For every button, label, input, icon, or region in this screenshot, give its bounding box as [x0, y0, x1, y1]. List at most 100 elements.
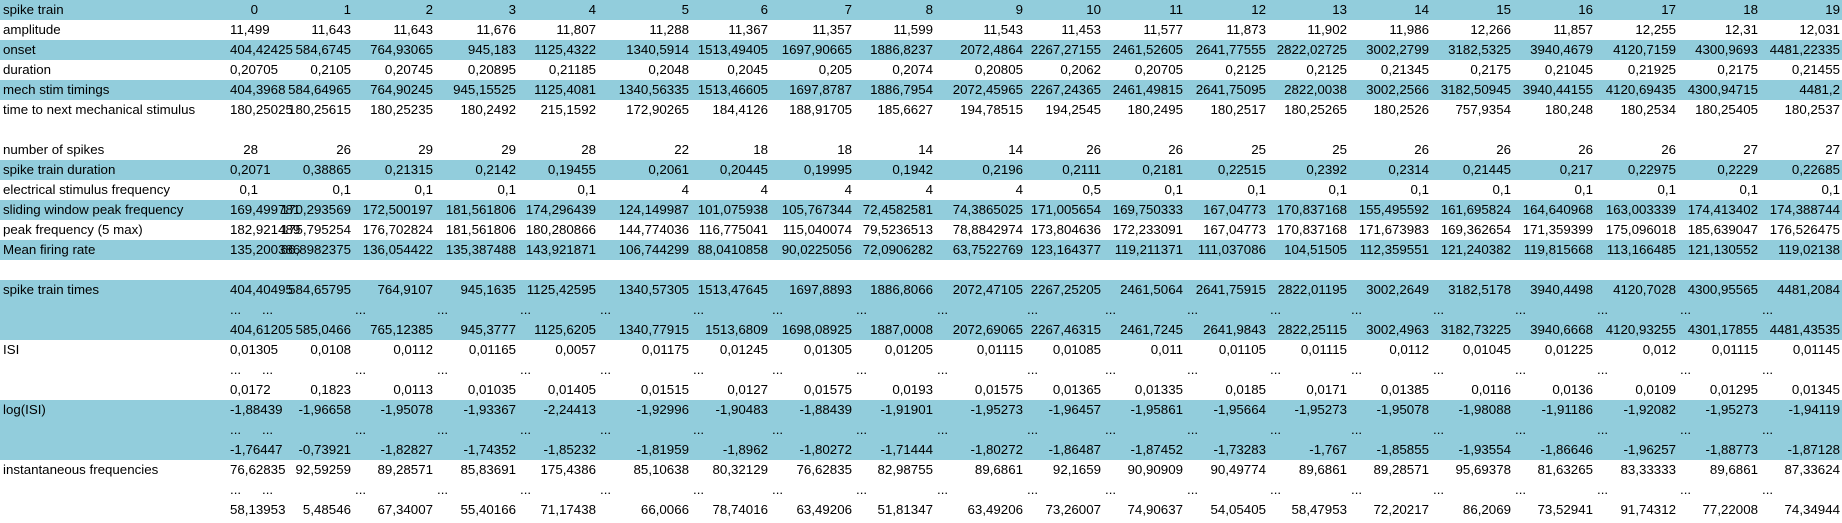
table-cell[interactable]: 22 — [674, 142, 689, 157]
table-cell[interactable]: -1,93554 — [1458, 442, 1512, 457]
ellipsis-cell[interactable]: ... — [1433, 422, 1445, 437]
ellipsis-cell[interactable]: ... — [437, 422, 449, 437]
row-label[interactable]: number of spikes — [3, 142, 105, 157]
table-cell[interactable]: 1697,90665 — [781, 42, 852, 57]
table-cell[interactable]: 3002,2649 — [1366, 282, 1429, 297]
table-cell[interactable]: 764,9107 — [377, 282, 433, 297]
table-cell[interactable]: 1125,4081 — [534, 82, 596, 97]
table-cell[interactable]: 2641,75095 — [1195, 82, 1266, 97]
ellipsis-cell[interactable]: ... — [1762, 362, 1774, 377]
table-cell[interactable]: -2,24413 — [543, 402, 597, 417]
table-cell[interactable]: 5 — [681, 2, 689, 17]
table-cell[interactable]: 11,857 — [1553, 22, 1593, 37]
ellipsis-cell[interactable]: ... — [230, 422, 242, 437]
table-cell[interactable]: 15 — [1496, 2, 1511, 17]
ellipsis-cell[interactable]: ... — [262, 422, 274, 437]
ellipsis-cell[interactable]: ... — [1351, 482, 1363, 497]
table-cell[interactable]: 0,1823 — [310, 382, 351, 397]
table-cell[interactable]: 3940,6668 — [1530, 322, 1593, 337]
table-cell[interactable]: 74,3865025 — [952, 202, 1023, 217]
table-cell[interactable]: 26 — [1578, 142, 1593, 157]
ellipsis-cell[interactable]: ... — [772, 482, 784, 497]
table-cell[interactable]: 180,2534 — [1620, 102, 1676, 117]
table-cell[interactable]: 0,01345 — [1791, 382, 1840, 397]
table-cell[interactable]: 404,42425 — [230, 42, 293, 57]
table-cell[interactable]: 4300,9693 — [1695, 42, 1758, 57]
table-cell[interactable]: 188,91705 — [789, 102, 852, 117]
table-cell[interactable]: 28 — [581, 142, 596, 157]
table-cell[interactable]: 0,2175 — [1717, 62, 1758, 77]
table-cell[interactable]: 2822,02725 — [1276, 42, 1347, 57]
ellipsis-cell[interactable]: ... — [937, 422, 949, 437]
table-cell[interactable]: 101,075938 — [697, 202, 768, 217]
table-cell[interactable]: 2461,49815 — [1112, 82, 1183, 97]
table-cell[interactable]: 80,32129 — [712, 462, 768, 477]
table-cell[interactable]: 4481,22335 — [1769, 42, 1840, 57]
ellipsis-cell[interactable]: ... — [1597, 422, 1609, 437]
table-cell[interactable]: 0,2071 — [230, 162, 271, 177]
table-cell[interactable]: 72,4582581 — [862, 202, 933, 217]
ellipsis-cell[interactable]: ... — [1270, 422, 1282, 437]
table-cell[interactable]: -1,94119 — [1788, 402, 1840, 417]
table-cell[interactable]: -1,86646 — [1540, 442, 1594, 457]
table-cell[interactable]: 2267,46315 — [1030, 322, 1101, 337]
table-cell[interactable]: 27 — [1743, 142, 1758, 157]
table-cell[interactable]: 404,61205 — [230, 322, 293, 337]
ellipsis-cell[interactable]: ... — [262, 482, 274, 497]
table-cell[interactable]: 0,38865 — [302, 162, 351, 177]
table-cell[interactable]: 25 — [1251, 142, 1266, 157]
table-cell[interactable]: 26 — [1168, 142, 1183, 157]
table-cell[interactable]: 13 — [1332, 2, 1347, 17]
table-cell[interactable]: 0,01045 — [1462, 342, 1511, 357]
row-label[interactable]: spike train — [3, 2, 64, 17]
ellipsis-cell[interactable]: ... — [1351, 422, 1363, 437]
table-cell[interactable]: 72,20217 — [1373, 502, 1429, 517]
table-cell[interactable]: 1513,47645 — [697, 282, 768, 297]
ellipsis-cell[interactable]: ... — [355, 422, 367, 437]
table-cell[interactable]: 0,2181 — [1142, 162, 1183, 177]
table-cell[interactable]: 11,873 — [1226, 22, 1266, 37]
table-cell[interactable]: 0,21345 — [1380, 62, 1429, 77]
table-cell[interactable]: -1,95273 — [970, 402, 1024, 417]
table-cell[interactable]: 26 — [336, 142, 351, 157]
table-cell[interactable]: 89,28571 — [1373, 462, 1429, 477]
table-cell[interactable]: 173,804636 — [1030, 222, 1101, 237]
table-cell[interactable]: 1125,4322 — [534, 42, 596, 57]
table-cell[interactable]: 11 — [1169, 2, 1183, 17]
table-cell[interactable]: 88,0410858 — [697, 242, 768, 257]
table-cell[interactable]: -1,74352 — [463, 442, 517, 457]
table-cell[interactable]: 0,0113 — [393, 382, 433, 397]
table-cell[interactable]: 0,2061 — [648, 162, 689, 177]
table-cell[interactable]: -1,8962 — [722, 442, 768, 457]
table-cell[interactable]: 90,49774 — [1210, 462, 1266, 477]
table-cell[interactable]: 0,01305 — [803, 342, 852, 357]
ellipsis-cell[interactable]: ... — [693, 362, 705, 377]
table-cell[interactable]: -1,93367 — [463, 402, 517, 417]
table-cell[interactable]: 1513,6809 — [705, 322, 768, 337]
table-cell[interactable]: 2072,4864 — [960, 42, 1023, 57]
row-label[interactable]: mech stim timings — [3, 82, 110, 97]
table-cell[interactable]: -0,73921 — [298, 442, 352, 457]
table-cell[interactable]: -1,92996 — [636, 402, 690, 417]
ellipsis-cell[interactable]: ... — [1027, 362, 1039, 377]
table-cell[interactable]: 0,20805 — [974, 62, 1023, 77]
table-cell[interactable]: 0,0116 — [1471, 382, 1511, 397]
row-label[interactable]: ISI — [3, 342, 20, 357]
row-label[interactable]: duration — [3, 62, 52, 77]
ellipsis-cell[interactable]: ... — [693, 482, 705, 497]
table-cell[interactable]: 4 — [760, 182, 768, 197]
table-cell[interactable]: 765,12385 — [370, 322, 433, 337]
ellipsis-cell[interactable]: ... — [437, 362, 449, 377]
table-cell[interactable]: 180,280866 — [525, 222, 596, 237]
ellipsis-cell[interactable]: ... — [230, 302, 242, 317]
table-cell[interactable]: -1,82827 — [380, 442, 434, 457]
table-cell[interactable]: 0,2074 — [892, 62, 933, 77]
table-cell[interactable]: 4481,2 — [1799, 82, 1840, 97]
ellipsis-cell[interactable]: ... — [1270, 302, 1282, 317]
ellipsis-cell[interactable]: ... — [355, 302, 367, 317]
table-cell[interactable]: 66,8982375 — [280, 242, 351, 257]
table-cell[interactable]: 89,6861 — [1298, 462, 1347, 477]
table-cell[interactable]: 172,90265 — [626, 102, 689, 117]
table-cell[interactable]: -1,88439 — [799, 402, 853, 417]
table-cell[interactable]: 1887,0008 — [870, 322, 933, 337]
